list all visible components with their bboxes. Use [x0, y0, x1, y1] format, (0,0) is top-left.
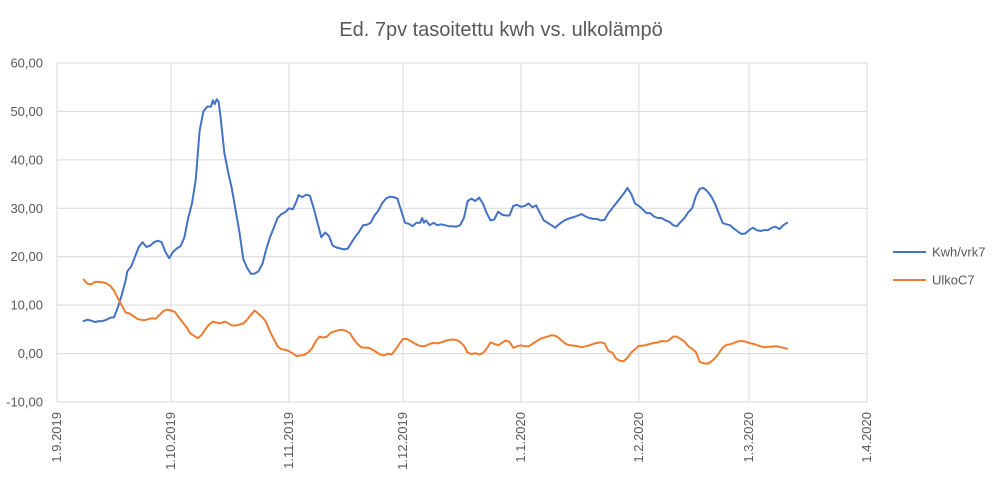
y-tick-label: 30,00: [10, 201, 43, 216]
y-tick-label: 0,00: [18, 346, 43, 361]
x-tick-label: 1.2.2020: [631, 412, 646, 463]
legend-label: Kwh/vrk7: [932, 245, 985, 260]
legend-label: UlkoC7: [932, 273, 975, 288]
y-tick-label: 50,00: [10, 104, 43, 119]
y-tick-label: 10,00: [10, 298, 43, 313]
y-tick-label: 20,00: [10, 249, 43, 264]
series-line-ulkoc7: [82, 278, 789, 365]
y-tick-label: 60,00: [10, 56, 43, 71]
x-tick-label: 1.12.2019: [395, 412, 410, 470]
x-tick-label: 1.4.2020: [859, 412, 874, 463]
x-tick-label: 1.9.2019: [49, 412, 64, 463]
legend: Kwh/vrk7 UlkoC7: [893, 245, 985, 288]
y-tick-label: 40,00: [10, 152, 43, 167]
x-tick-label: 1.3.2020: [741, 412, 756, 463]
series-line-kwh-vrk7: [82, 98, 789, 324]
x-tick-label: 1.11.2019: [281, 412, 296, 469]
x-tick-label: 1.1.2020: [513, 412, 528, 463]
y-axis-tick-labels: -10,00 0,00 10,00 20,00 30,00 40,00 50,00 60,00: [6, 56, 43, 410]
x-axis-tick-labels: 1.9.2019 1.10.2019 1.11.2019 1.12.2019 1.1.2…: [49, 412, 874, 470]
series-lines: [82, 98, 789, 365]
x-tick-label: 1.10.2019: [163, 412, 178, 470]
chart-title: Ed. 7pv tasoitettu kwh vs. ulkolämpö: [339, 19, 663, 41]
y-tick-label: -10,00: [6, 395, 43, 410]
